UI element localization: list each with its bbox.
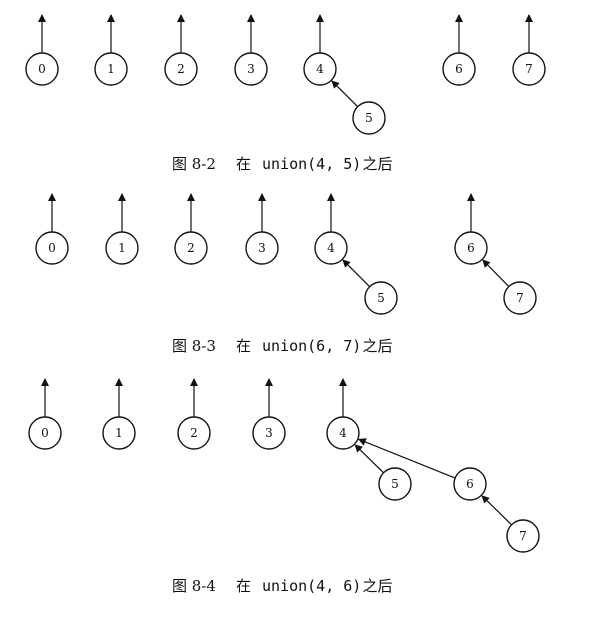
- node-circle: [94, 52, 128, 86]
- node-circle: [105, 231, 139, 265]
- node-1: 1: [105, 231, 139, 265]
- caption-code: union(4, 6): [262, 577, 361, 595]
- node-4: 4: [326, 416, 360, 450]
- node-circle: [364, 281, 398, 315]
- node-label: 2: [187, 241, 195, 255]
- edge-6-to-4: [357, 438, 456, 479]
- node-label: 4: [316, 62, 324, 76]
- edge-5-to-4: [342, 259, 371, 288]
- node-label: 4: [339, 426, 347, 440]
- caption-code: union(4, 5): [262, 155, 361, 173]
- caption-suffix: 之后: [363, 155, 393, 173]
- node-circle: [442, 52, 476, 86]
- node-circle: [245, 231, 279, 265]
- edge-5-to-4: [331, 80, 359, 108]
- node-5: 5: [352, 101, 386, 135]
- node-circle: [378, 467, 412, 501]
- node-circle: [314, 231, 348, 265]
- node-label: 6: [466, 477, 474, 491]
- figure-panel-fig-8-3: 0 1 2 3 4 5 6 7 图 8-3 在 union(6, 7) 之后: [35, 193, 537, 355]
- node-label: 3: [247, 62, 255, 76]
- caption-code: union(6, 7): [262, 337, 361, 355]
- edge-7-to-6: [481, 495, 512, 526]
- node-label: 3: [258, 241, 266, 255]
- node-circle: [28, 416, 62, 450]
- node-label: 1: [118, 241, 126, 255]
- node-circle: [164, 52, 198, 86]
- node-0: 0: [25, 52, 59, 86]
- node-circle: [174, 231, 208, 265]
- node-6: 6: [454, 231, 488, 265]
- caption-label: 图 8-4: [172, 577, 216, 595]
- node-0: 0: [35, 231, 69, 265]
- node-label: 1: [115, 426, 123, 440]
- figure-caption: 图 8-3 在 union(6, 7) 之后: [172, 337, 393, 355]
- figure-caption: 图 8-4 在 union(4, 6) 之后: [172, 577, 393, 595]
- node-label: 6: [467, 241, 475, 255]
- node-label: 0: [41, 426, 49, 440]
- node-label: 7: [519, 529, 527, 543]
- node-2: 2: [177, 416, 211, 450]
- node-circle: [234, 52, 268, 86]
- node-7: 7: [503, 281, 537, 315]
- node-label: 5: [377, 291, 385, 305]
- caption-prefix: 在: [236, 155, 251, 173]
- figure-caption: 图 8-2 在 union(4, 5) 之后: [172, 155, 393, 173]
- node-label: 2: [190, 426, 198, 440]
- node-1: 1: [94, 52, 128, 86]
- node-label: 0: [38, 62, 46, 76]
- node-circle: [326, 416, 360, 450]
- node-5: 5: [364, 281, 398, 315]
- node-label: 1: [107, 62, 115, 76]
- edge-5-to-4: [354, 444, 384, 474]
- node-4: 4: [314, 231, 348, 265]
- node-circle: [303, 52, 337, 86]
- node-circle: [102, 416, 136, 450]
- node-circle: [512, 52, 546, 86]
- node-label: 6: [455, 62, 463, 76]
- caption-suffix: 之后: [363, 337, 393, 355]
- node-circle: [454, 231, 488, 265]
- node-label: 5: [391, 477, 399, 491]
- node-label: 2: [177, 62, 185, 76]
- node-label: 4: [327, 241, 335, 255]
- node-3: 3: [234, 52, 268, 86]
- caption-suffix: 之后: [363, 577, 393, 595]
- node-1: 1: [102, 416, 136, 450]
- node-7: 7: [506, 519, 540, 553]
- node-circle: [25, 52, 59, 86]
- node-2: 2: [164, 52, 198, 86]
- node-circle: [503, 281, 537, 315]
- node-7: 7: [512, 52, 546, 86]
- node-circle: [177, 416, 211, 450]
- node-5: 5: [378, 467, 412, 501]
- node-circle: [453, 467, 487, 501]
- node-2: 2: [174, 231, 208, 265]
- node-label: 3: [265, 426, 273, 440]
- figure-panel-fig-8-2: 0 1 2 3 4 5 6 7 图 8-2 在 union(4, 5) 之后: [25, 14, 546, 173]
- caption-label: 图 8-3: [172, 337, 216, 355]
- figure-panel-fig-8-4: 0 1 2 3 4 5 6 7 图 8-4 在 union(4, 6) 之后: [28, 378, 540, 595]
- node-label: 0: [48, 241, 56, 255]
- node-label: 5: [365, 111, 373, 125]
- node-circle: [506, 519, 540, 553]
- node-label: 7: [525, 62, 533, 76]
- node-3: 3: [252, 416, 286, 450]
- node-label: 7: [516, 291, 524, 305]
- node-3: 3: [245, 231, 279, 265]
- caption-prefix: 在: [236, 337, 251, 355]
- node-circle: [352, 101, 386, 135]
- node-circle: [35, 231, 69, 265]
- caption-prefix: 在: [236, 577, 251, 595]
- edge-7-to-6: [482, 259, 510, 287]
- node-4: 4: [303, 52, 337, 86]
- node-0: 0: [28, 416, 62, 450]
- caption-label: 图 8-2: [172, 155, 216, 173]
- node-6: 6: [453, 467, 487, 501]
- node-6: 6: [442, 52, 476, 86]
- node-circle: [252, 416, 286, 450]
